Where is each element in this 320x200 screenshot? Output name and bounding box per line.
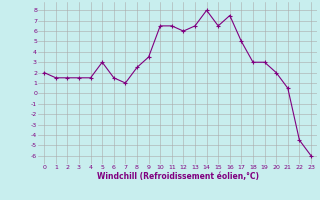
X-axis label: Windchill (Refroidissement éolien,°C): Windchill (Refroidissement éolien,°C): [97, 172, 259, 181]
